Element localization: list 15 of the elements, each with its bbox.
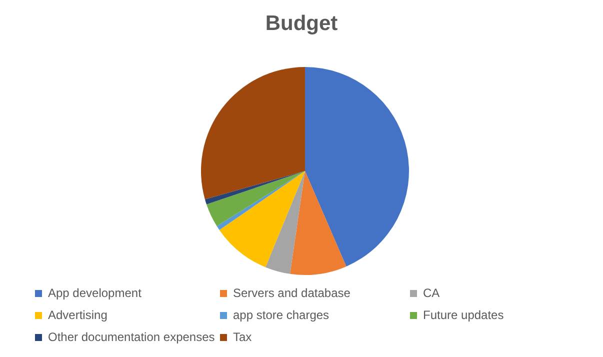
legend-label: Other documentation expenses <box>48 330 215 344</box>
pie-slice <box>266 171 305 274</box>
pie-slice <box>290 171 346 275</box>
pie-slice <box>204 171 305 204</box>
legend-label: Advertising <box>48 308 108 322</box>
chart-title: Budget <box>264 11 339 37</box>
legend-label: app store charges <box>233 308 330 322</box>
legend-label: Future updates <box>423 308 504 322</box>
legend-label: CA <box>423 286 440 300</box>
pie-slice <box>305 67 409 266</box>
pie-slice <box>219 171 305 268</box>
legend-label: Servers and database <box>233 286 350 300</box>
legend-label: Tax <box>233 330 252 344</box>
pie-slice <box>201 67 305 200</box>
legend-label: App development <box>48 286 142 300</box>
